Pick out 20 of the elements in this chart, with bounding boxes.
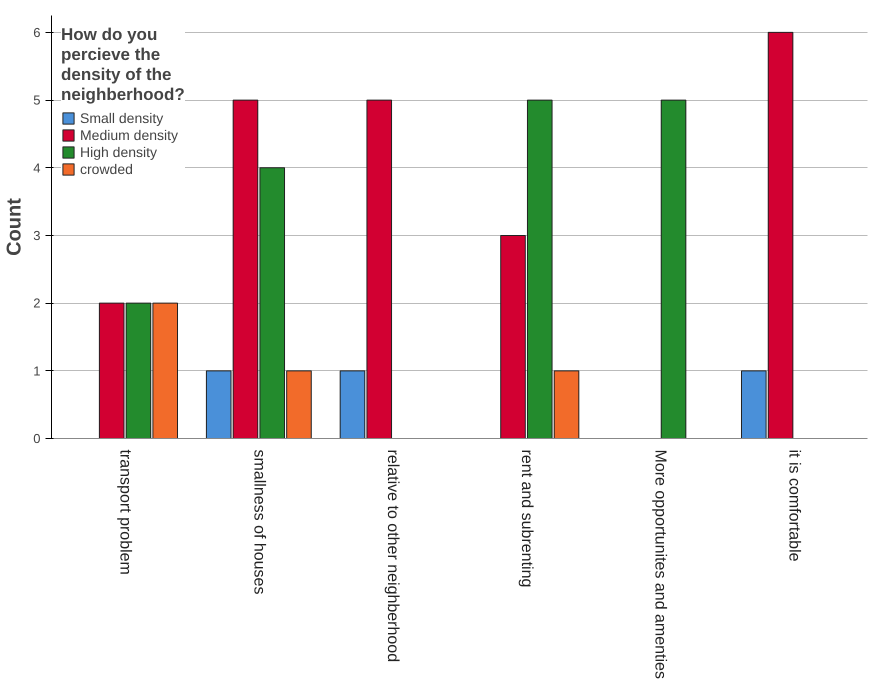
bar	[660, 100, 686, 438]
legend-label: Medium density	[80, 127, 178, 143]
y-tick-label: 6	[33, 24, 41, 40]
y-tick-label: 4	[33, 160, 41, 176]
y-tick-label: 2	[33, 296, 41, 311]
legend-label: crowded	[80, 161, 133, 177]
legend-label: Small density	[80, 110, 164, 126]
x-tick-label: relative to other neighberhood	[384, 450, 402, 662]
x-tick-label: it is comfortable	[785, 450, 802, 562]
y-tick-label: 5	[33, 92, 41, 108]
x-tick-label: transport problem	[116, 450, 134, 575]
y-axis-title: Count	[3, 198, 26, 256]
legend-title: How do you percieve the density of the neighberhood?	[61, 25, 185, 105]
y-tick-label: 0	[33, 431, 41, 446]
x-tick-label: smallness of houses	[250, 450, 268, 594]
x-tick-label: More opportunites and amenties	[652, 450, 669, 679]
y-tick-label: 1	[33, 363, 41, 378]
legend-label: High density	[80, 144, 158, 160]
y-tick-label: 3	[33, 228, 41, 243]
x-tick-label: rent and subrenting	[518, 450, 535, 588]
